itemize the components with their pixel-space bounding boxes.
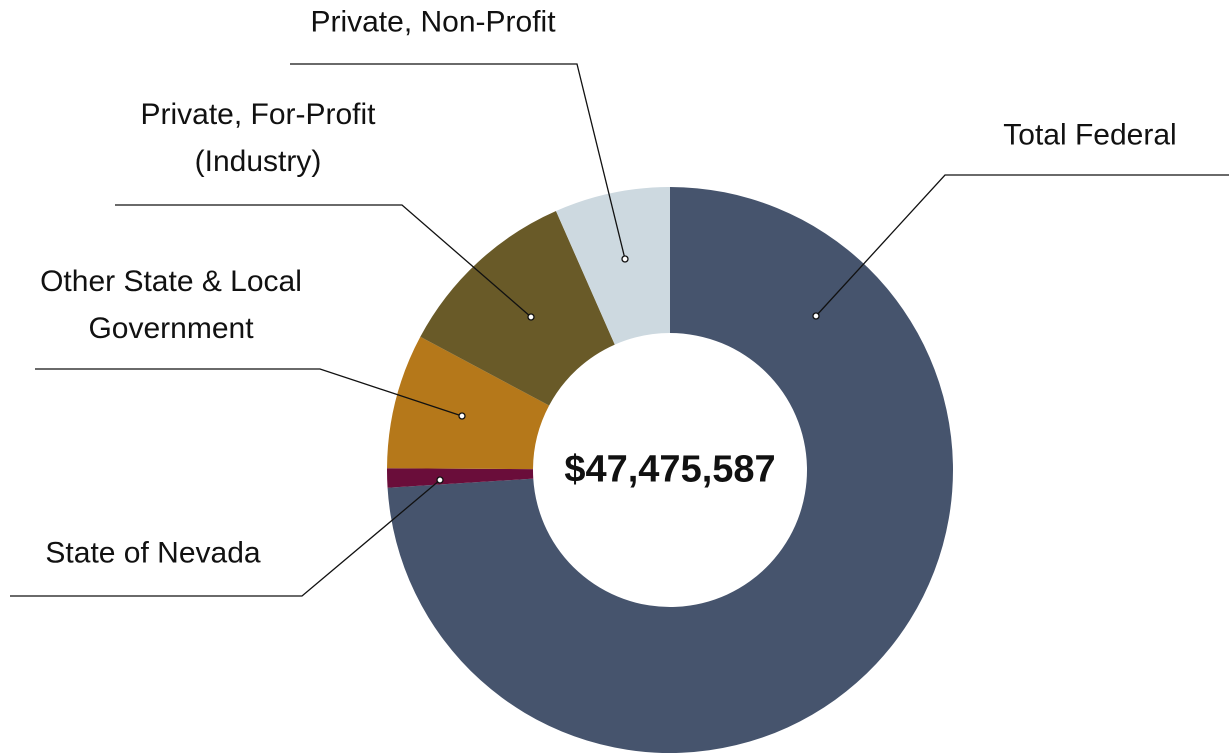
leader-dot — [458, 412, 466, 420]
leader-line — [290, 63, 626, 260]
slice-label: Total Federal — [1003, 118, 1177, 152]
leader-line — [35, 368, 463, 417]
slice-label: Other State & Local Government — [40, 265, 302, 345]
donut-slice — [420, 210, 615, 406]
leader-dot — [621, 255, 629, 263]
donut-slice — [387, 187, 953, 753]
slice-label: Private, For-Profit (Industry) — [140, 98, 376, 178]
center-total: $47,475,587 — [564, 448, 776, 491]
donut-slice — [555, 187, 670, 345]
slice-label: State of Nevada — [45, 536, 261, 570]
leader-line — [815, 174, 1229, 317]
leader-dot — [436, 476, 444, 484]
leader-line — [115, 204, 532, 318]
leader-dot — [527, 313, 535, 321]
leader-line — [10, 479, 441, 597]
donut-slice — [387, 336, 550, 470]
slice-label: Private, Non-Profit — [310, 5, 556, 39]
donut-slice — [387, 468, 534, 488]
leader-dot — [812, 312, 820, 320]
